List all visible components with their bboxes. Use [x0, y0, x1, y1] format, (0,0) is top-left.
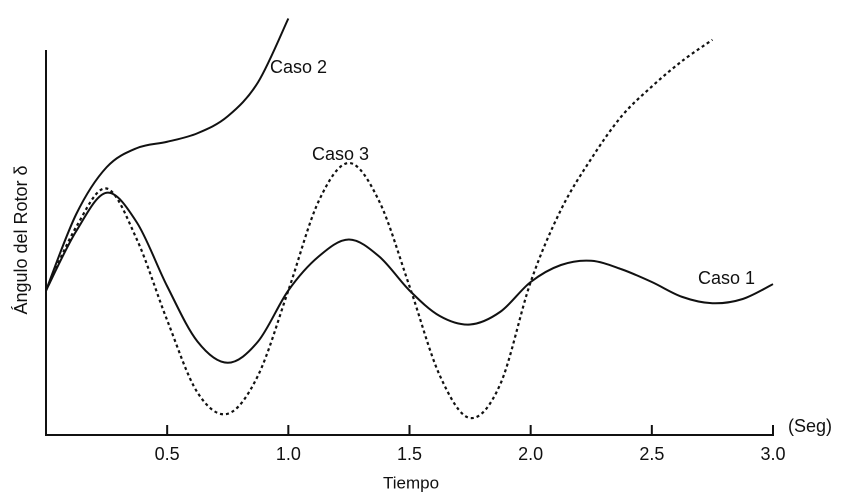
series-label: Caso 3 — [312, 144, 369, 164]
series-line — [45, 38, 714, 420]
x-axis-unit: (Seg) — [788, 416, 832, 436]
x-axis-title: Tiempo — [383, 473, 439, 492]
series-line — [45, 191, 774, 364]
series-line — [45, 18, 290, 291]
x-tick-label: 2.5 — [639, 444, 664, 464]
x-tick-label: 0.5 — [155, 444, 180, 464]
series-label: Caso 1 — [698, 268, 755, 288]
x-tick-label: 1.5 — [397, 444, 422, 464]
y-axis-title: Ángulo del Rotor δ — [11, 165, 31, 314]
x-tick-label: 2.0 — [518, 444, 543, 464]
series-label: Caso 2 — [270, 57, 327, 77]
x-tick-label: 3.0 — [760, 444, 785, 464]
x-tick-label: 1.0 — [276, 444, 301, 464]
